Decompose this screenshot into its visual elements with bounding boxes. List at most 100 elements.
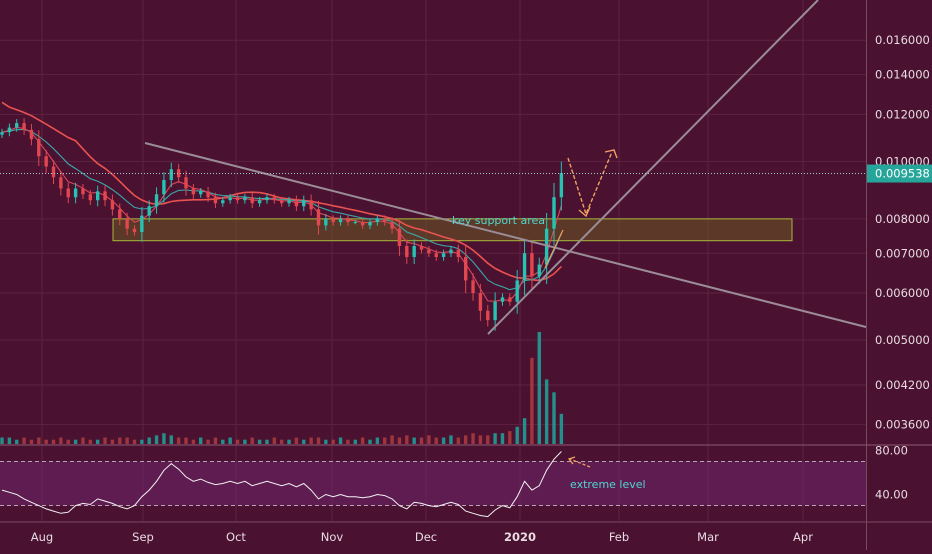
candle-body	[383, 218, 387, 223]
rsi-line	[1, 451, 562, 518]
time-tick-label: Oct	[226, 530, 246, 544]
volume-bar	[44, 439, 48, 444]
volume-bar	[434, 437, 438, 444]
volume-bar	[471, 433, 475, 444]
candle-body	[162, 180, 166, 195]
volume-bar	[257, 439, 262, 444]
candle-body	[316, 209, 321, 226]
volume-bar	[324, 439, 328, 444]
volume-bar	[221, 439, 225, 444]
candle-body	[15, 123, 19, 128]
volume-bar	[272, 437, 277, 444]
volume-bar	[199, 437, 203, 444]
candle-body	[522, 253, 527, 281]
volume-bar	[383, 437, 387, 444]
candle-body	[368, 222, 372, 226]
candle-body	[176, 169, 181, 178]
candle-body	[118, 209, 122, 219]
candle-body	[456, 249, 461, 257]
candle-body	[250, 197, 254, 204]
projection-arrow-path	[567, 151, 613, 217]
volume-bar	[37, 437, 41, 444]
candle-body	[206, 191, 210, 198]
volume-bar	[353, 439, 357, 444]
volume-bar	[522, 418, 527, 444]
candle-body	[552, 197, 556, 229]
last-price-label: 0.009538	[875, 167, 930, 181]
candle-body	[154, 194, 159, 207]
price-tick-label: 0.004200	[875, 378, 930, 392]
volume-bar	[360, 437, 365, 444]
candle-body	[81, 188, 85, 195]
volume-bar	[213, 437, 218, 444]
candle-body	[199, 191, 203, 195]
candle-body	[279, 200, 284, 204]
volume-bar	[147, 437, 151, 444]
volume-bar	[7, 437, 12, 444]
candle-body	[37, 139, 41, 157]
rsi-arrow	[569, 458, 591, 468]
volume-bar	[390, 435, 394, 444]
trend-lines	[0, 0, 867, 335]
volume-bar	[559, 413, 564, 444]
candle-body	[7, 127, 12, 133]
candle-body	[294, 200, 299, 207]
volume-bar	[103, 437, 107, 444]
volume-bar	[397, 437, 402, 444]
volume-bar	[265, 439, 269, 444]
support-annotation: key support area	[452, 214, 545, 227]
candle-body	[412, 246, 416, 257]
candle-body	[419, 246, 424, 250]
volume-bar	[316, 437, 321, 444]
price-tick-label: 0.003600	[875, 418, 930, 432]
candle-body	[147, 206, 151, 216]
price-tick-label: 0.008000	[875, 212, 930, 226]
volume-bar	[302, 439, 306, 444]
candle-body	[346, 218, 350, 223]
volume-bar	[368, 439, 372, 444]
candle-body	[213, 197, 218, 204]
candle-body	[537, 264, 541, 277]
volume-bar	[66, 439, 70, 444]
candle-body	[309, 200, 313, 210]
volume-bar	[279, 439, 284, 444]
volume-bar	[73, 439, 78, 444]
volume-bar	[191, 439, 196, 444]
volume-bar	[110, 439, 115, 444]
candle-body	[243, 197, 247, 201]
candle-body	[353, 222, 357, 224]
rsi-tick-label: 80.00	[875, 443, 908, 457]
candle-body	[508, 297, 512, 302]
price-tick-label: 0.016000	[875, 33, 930, 47]
annotations: key support area extreme level	[452, 214, 646, 491]
candle-body	[287, 200, 291, 204]
candle-body	[95, 191, 100, 201]
time-tick-label: Mar	[697, 530, 719, 544]
candle-body	[257, 200, 262, 204]
price-tick-label: 0.014000	[875, 68, 930, 82]
volume-bar	[552, 392, 556, 444]
volume-bar	[176, 437, 181, 444]
candle-body	[140, 215, 144, 233]
volume-bar	[419, 437, 424, 444]
candle-body	[29, 129, 34, 140]
candle-body	[73, 188, 78, 198]
volume-bar	[118, 437, 122, 444]
candle-body	[338, 218, 343, 223]
price-tick-label: 0.007000	[875, 246, 930, 260]
support-zone	[112, 218, 793, 242]
volume-bar	[530, 357, 534, 444]
descending-trendline	[144, 142, 867, 328]
volume-bar	[456, 437, 461, 444]
volume-bar	[29, 439, 34, 444]
volume-bar	[250, 437, 254, 444]
ascending-trendline	[487, 0, 819, 335]
volume-bar	[500, 433, 505, 444]
candle-body	[449, 249, 453, 254]
candle-body	[331, 218, 335, 223]
candle-body	[272, 197, 277, 201]
candle-body	[302, 200, 306, 207]
